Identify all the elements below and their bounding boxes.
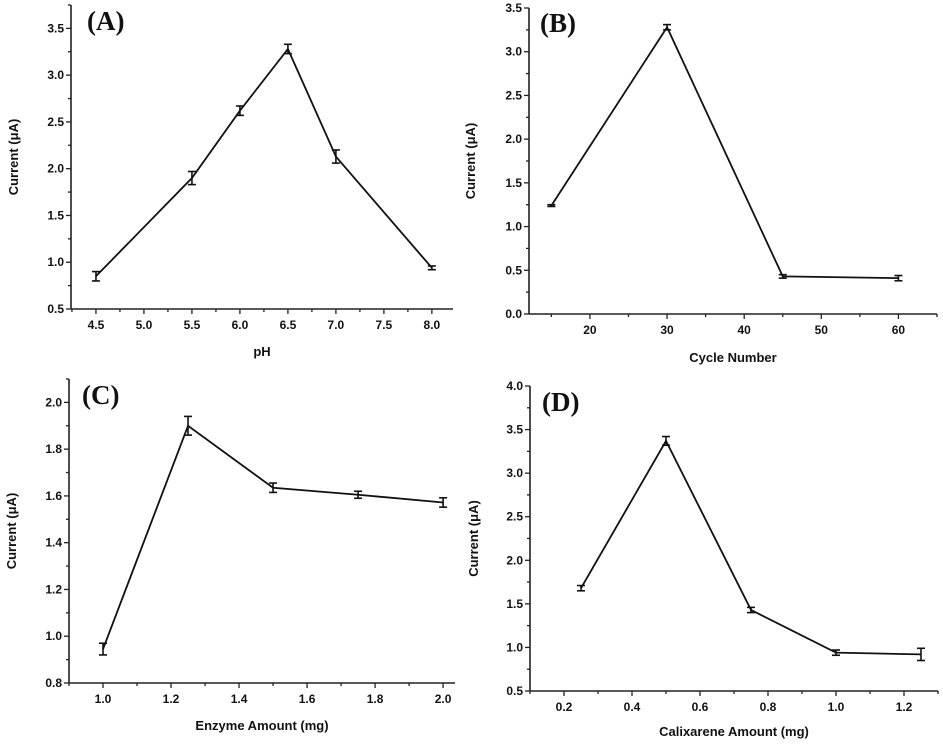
series-line — [580, 439, 922, 656]
x-tick-label: 0.2 — [556, 700, 573, 714]
data-point — [747, 606, 755, 614]
y-tick-label: 2.0 — [45, 395, 62, 409]
y-tick-label: 1.5 — [506, 597, 523, 611]
x-tick-label: 7.0 — [328, 318, 345, 332]
data-point — [331, 149, 340, 164]
panel-label: (C) — [82, 380, 119, 410]
panel-label: (A) — [87, 6, 124, 36]
y-tick-label: 3.0 — [506, 466, 523, 480]
y-tick-label: 1.0 — [505, 220, 522, 234]
x-tick-label: 20 — [583, 323, 597, 337]
y-axis-label: Current (μA) — [4, 493, 19, 570]
y-tick-label: 2.0 — [47, 162, 64, 176]
x-tick-label: 6.5 — [280, 318, 297, 332]
panel-c: 0.8 1.0 1.2 1.4 1.6 1.8 2.0 1.0 1.2 1.4 1.6 1.8 2.0 E… — [4, 378, 455, 733]
x-axis-label: Calixarene Amount (mg) — [659, 724, 809, 739]
x-tick-label: 2.0 — [435, 692, 452, 706]
x-tick-label: 40 — [738, 323, 752, 337]
y-tick-label: 4.0 — [506, 379, 523, 393]
y-tick-label: 0.0 — [505, 307, 522, 321]
series-line — [102, 424, 444, 650]
y-axis-label: Current (μA) — [463, 123, 478, 200]
data-point — [832, 649, 840, 657]
data-point — [184, 415, 193, 436]
y-axis-label: Current (μA) — [466, 500, 481, 577]
x-tick-label: 8.0 — [424, 318, 441, 332]
x-tick-label: 1.0 — [95, 692, 112, 706]
x-tick-label: 4.5 — [88, 318, 105, 332]
x-tick-label: 0.4 — [624, 700, 641, 714]
y-tick-label: 1.5 — [505, 176, 522, 190]
x-tick-label: 7.5 — [376, 318, 393, 332]
y-axis-label: Current (μA) — [6, 119, 21, 196]
data-point — [894, 274, 903, 282]
y-tick-label: 0.5 — [506, 684, 523, 698]
data-point — [917, 647, 925, 662]
y-tick-label: 0.5 — [47, 302, 64, 316]
data-point — [427, 265, 436, 271]
y-tick-label: 3.5 — [505, 1, 522, 15]
x-tick-label: 50 — [815, 323, 829, 337]
x-tick-label: 30 — [660, 323, 674, 337]
data-point — [547, 203, 556, 208]
x-tick-label: 1.8 — [367, 692, 384, 706]
y-tick-label: 1.2 — [45, 582, 62, 596]
data-point — [663, 23, 672, 31]
y-tick-label: 1.8 — [45, 442, 62, 456]
x-tick-label: 0.6 — [692, 700, 709, 714]
data-point — [283, 43, 292, 55]
y-tick-label: 2.5 — [505, 88, 522, 102]
data-point — [187, 170, 196, 186]
y-tick-label: 2.5 — [47, 115, 64, 129]
x-tick-label: 6.0 — [232, 318, 249, 332]
x-tick-label: 1.2 — [896, 700, 913, 714]
y-tick-label: 3.0 — [47, 68, 64, 82]
x-axis-label: Cycle Number — [689, 350, 776, 365]
data-point — [91, 270, 100, 282]
y-tick-label: 1.4 — [45, 536, 62, 550]
x-tick-label: 60 — [892, 323, 906, 337]
y-tick-label: 1.0 — [47, 255, 64, 269]
x-tick-label: 1.0 — [828, 700, 845, 714]
data-point — [99, 642, 108, 656]
y-tick-label: 0.8 — [45, 676, 62, 690]
panel-d: 0.5 1.0 1.5 2.0 2.5 3.0 3.5 4.0 0.2 0.4 0.6 0.8 1.0 1… — [466, 379, 939, 739]
y-tick-label: 3.0 — [505, 45, 522, 59]
x-tick-label: 1.4 — [231, 692, 248, 706]
y-tick-label: 1.0 — [506, 640, 523, 654]
panel-a: 0.5 1.0 1.5 2.0 2.5 3.0 3.5 4.5 5.0 5.5 6.0 6.5 7.0 7… — [6, 4, 453, 359]
y-tick-label: 2.5 — [506, 510, 523, 524]
x-tick-label: 1.2 — [163, 692, 180, 706]
data-point — [354, 490, 363, 500]
x-tick-label: 5.0 — [136, 318, 153, 332]
series-line — [95, 47, 433, 277]
y-tick-label: 0.5 — [505, 263, 522, 277]
data-point — [439, 496, 448, 508]
x-axis-label: Enzyme Amount (mg) — [195, 718, 328, 733]
panel-label: (B) — [540, 8, 576, 38]
y-tick-label: 3.5 — [506, 423, 523, 437]
y-tick-label: 2.0 — [506, 553, 523, 567]
x-tick-label: 0.8 — [760, 700, 777, 714]
y-tick-label: 1.6 — [45, 489, 62, 503]
panel-label: (D) — [542, 387, 579, 417]
y-tick-label: 3.5 — [47, 21, 64, 35]
y-tick-label: 1.5 — [47, 208, 64, 222]
y-tick-label: 1.0 — [45, 629, 62, 643]
x-tick-label: 1.6 — [299, 692, 316, 706]
x-axis-label: pH — [253, 344, 270, 359]
panel-b: 0.0 0.5 1.0 1.5 2.0 2.5 3.0 3.5 20 30 40 50 60 Cycle … — [463, 1, 938, 365]
data-point — [235, 105, 244, 117]
data-point — [577, 584, 585, 592]
series-line — [550, 25, 899, 280]
x-tick-label: 5.5 — [184, 318, 201, 332]
data-point — [269, 482, 278, 494]
data-point — [778, 273, 787, 279]
y-tick-label: 2.0 — [505, 132, 522, 146]
data-point — [662, 435, 670, 447]
